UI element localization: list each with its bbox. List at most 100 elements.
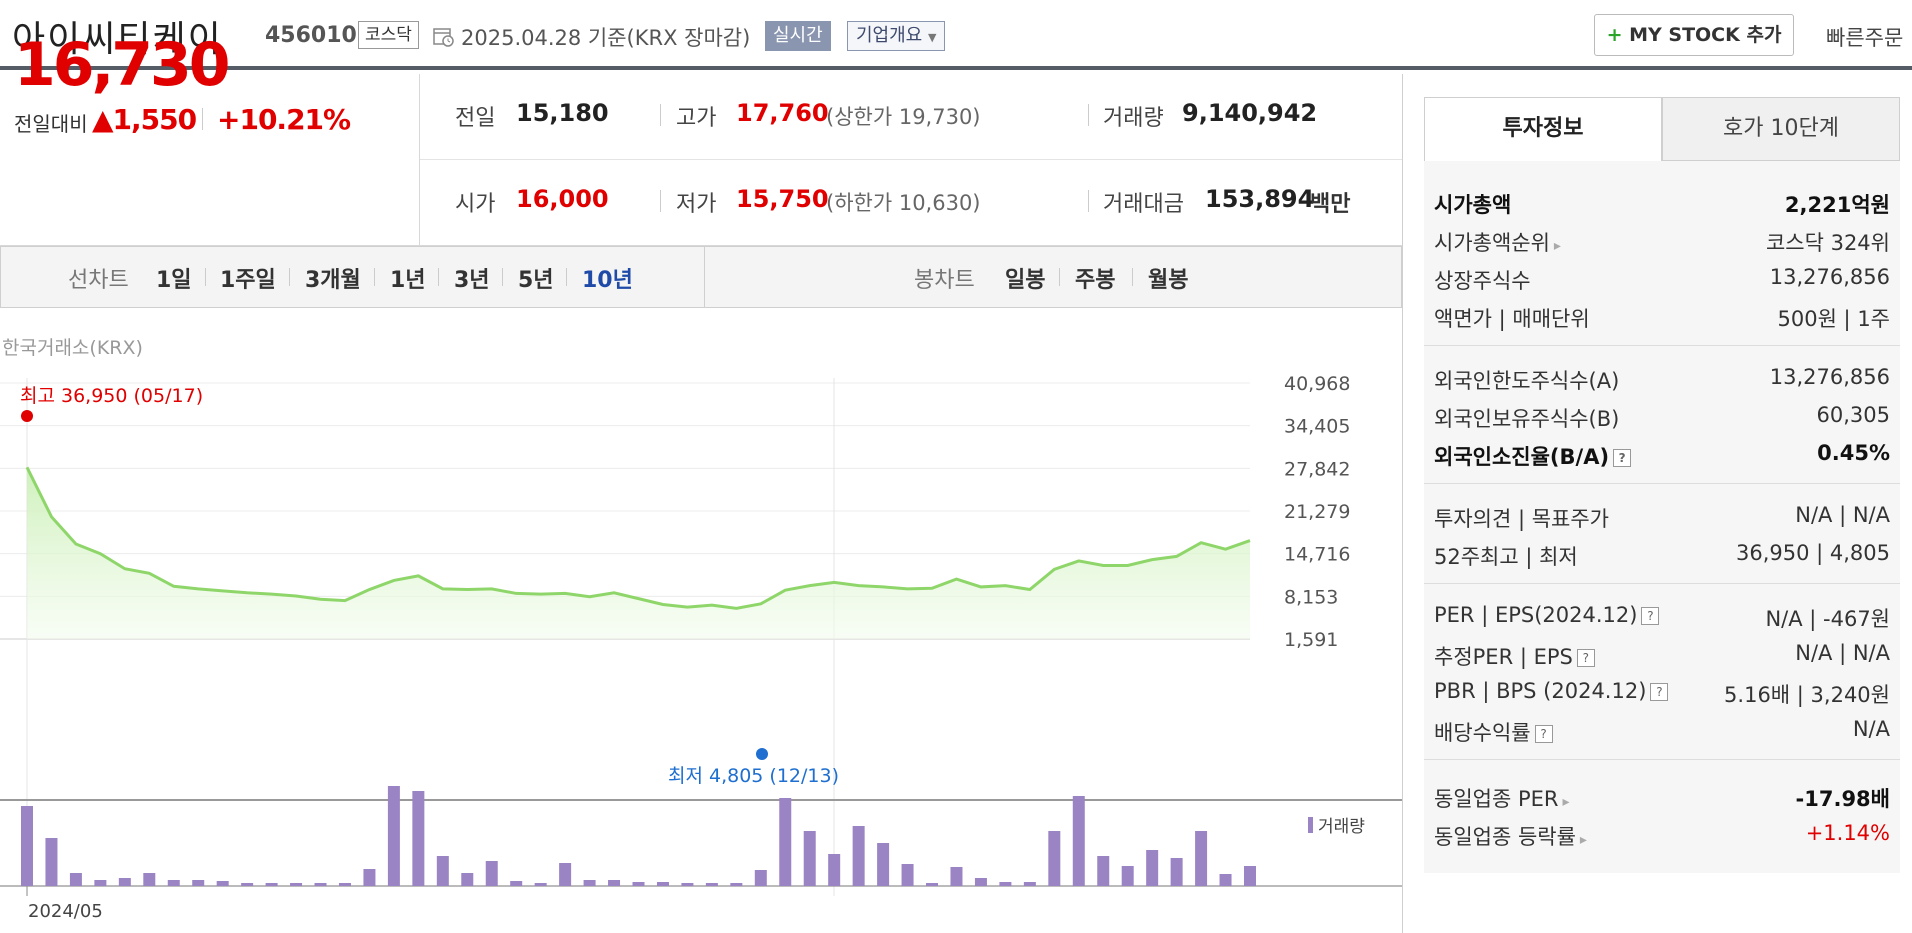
divider bbox=[374, 268, 375, 286]
info-row-sector-per[interactable]: 동일업종 PER ▸ -17.98배 bbox=[1424, 779, 1900, 815]
period-1y[interactable]: 1년 bbox=[390, 268, 426, 293]
info-label: 투자의견 | 목표주가 bbox=[1434, 507, 1609, 531]
info-value: +1.14% bbox=[1805, 821, 1890, 845]
volume-bar bbox=[632, 882, 645, 886]
divider bbox=[566, 268, 567, 286]
volume-bar bbox=[69, 873, 82, 886]
volume-bar bbox=[1048, 831, 1061, 886]
y-tick-label: 21,279 bbox=[1284, 501, 1350, 523]
stock-name: 아이씨티케이 bbox=[12, 19, 223, 60]
trade-amount-label: 거래대금 bbox=[1103, 192, 1184, 217]
period-5y[interactable]: 5년 bbox=[518, 268, 554, 293]
period-3m[interactable]: 3개월 bbox=[305, 268, 361, 293]
market-badge: 코스닥 bbox=[358, 21, 419, 49]
tab-order-book[interactable]: 호가 10단계 bbox=[1662, 97, 1900, 161]
volume-bar bbox=[387, 786, 400, 886]
chevron-right-icon: ▸ bbox=[1553, 238, 1561, 254]
volume-bar bbox=[45, 838, 58, 886]
info-row-listed-shares: 상장주식수 13,276,856 bbox=[1424, 261, 1900, 297]
divider bbox=[1424, 345, 1900, 346]
volume-bar bbox=[877, 843, 890, 886]
info-label: PBR | BPS (2024.12)? bbox=[1434, 679, 1669, 703]
divider bbox=[289, 268, 290, 286]
volume-bar bbox=[950, 867, 963, 886]
stock-header bbox=[0, 0, 1912, 70]
low-label: 저가 bbox=[676, 192, 717, 217]
info-row-sector-change[interactable]: 동일업종 등락률 ▸ +1.14% bbox=[1424, 817, 1900, 853]
info-value: 코스닥 324위 bbox=[1765, 231, 1890, 255]
period-3y[interactable]: 3년 bbox=[454, 268, 490, 293]
info-value: 60,305 bbox=[1816, 403, 1890, 427]
info-row-par-value: 액면가 | 매매단위 500원 | 1주 bbox=[1424, 299, 1900, 335]
add-my-stock-button[interactable]: + MY STOCK 추가 bbox=[1594, 14, 1794, 56]
volume-value: 9,140,942 bbox=[1182, 99, 1318, 127]
right-panel bbox=[1402, 74, 1912, 933]
volume-bar bbox=[290, 883, 303, 886]
info-value: N/A | N/A bbox=[1795, 641, 1890, 665]
period-10y[interactable]: 10년 bbox=[582, 268, 633, 293]
info-value: 0.45% bbox=[1817, 441, 1890, 465]
volume-bar bbox=[1219, 874, 1232, 886]
help-icon[interactable]: ? bbox=[1650, 683, 1669, 701]
change-label: 전일대비 bbox=[14, 112, 88, 136]
volume-bar bbox=[314, 883, 327, 886]
y-tick-label: 40,968 bbox=[1284, 373, 1350, 395]
info-label: 액면가 | 매매단위 bbox=[1434, 307, 1590, 331]
help-icon[interactable]: ? bbox=[1641, 607, 1660, 625]
volume-bar bbox=[705, 883, 718, 886]
price-box bbox=[0, 74, 420, 246]
caret-down-icon: ▼ bbox=[927, 31, 937, 44]
volume-bar bbox=[510, 881, 523, 886]
candle-daily[interactable]: 일봉 bbox=[1005, 268, 1046, 293]
info-value: -17.98배 bbox=[1795, 787, 1890, 811]
y-tick-label: 27,842 bbox=[1284, 458, 1350, 480]
realtime-button[interactable]: 실시간 bbox=[765, 21, 831, 51]
chevron-right-icon: ▸ bbox=[1562, 794, 1570, 810]
add-my-stock-label: MY STOCK 추가 bbox=[1629, 24, 1782, 46]
current-price: 16,730 bbox=[14, 30, 231, 100]
upper-limit: (상한가 19,730) bbox=[826, 105, 981, 129]
info-row-per-eps: PER | EPS(2024.12)? N/A | -467원 bbox=[1424, 599, 1900, 635]
volume-bar bbox=[1023, 882, 1036, 886]
tab-invest-info[interactable]: 투자정보 bbox=[1424, 97, 1662, 161]
help-icon[interactable]: ? bbox=[1534, 725, 1553, 743]
info-row-pbr-bps: PBR | BPS (2024.12)? 5.16배 | 3,240원 bbox=[1424, 675, 1900, 711]
base-date: 2025.04.28 기준(KRX 장마감) bbox=[461, 26, 751, 50]
divider bbox=[1424, 759, 1900, 760]
company-overview-label: 기업개요 bbox=[856, 25, 923, 46]
volume-legend: 거래량 bbox=[1318, 817, 1365, 837]
invest-info-panel: 시가총액 2,221억원 시가총액순위 ▸ 코스닥 324위 상장주식수 13,2… bbox=[1424, 161, 1900, 873]
candle-weekly[interactable]: 주봉 bbox=[1075, 268, 1116, 293]
open-value: 16,000 bbox=[516, 185, 609, 213]
quick-order-link[interactable]: 빠른주문 bbox=[1826, 26, 1904, 50]
candle-monthly[interactable]: 월봉 bbox=[1148, 268, 1189, 293]
volume-bar bbox=[926, 883, 939, 886]
volume-bar bbox=[118, 878, 131, 886]
price-chart[interactable]: 40,968 34,405 27,842 21,279 14,716 8,153 1,591… bbox=[0, 308, 1402, 933]
info-label: 시가총액순위 ▸ bbox=[1434, 231, 1561, 255]
period-1w[interactable]: 1주일 bbox=[220, 268, 276, 293]
volume-bar bbox=[1170, 858, 1183, 886]
volume-bar bbox=[1146, 850, 1159, 886]
help-icon[interactable]: ? bbox=[1576, 649, 1595, 667]
info-value: 2,221억원 bbox=[1784, 193, 1890, 217]
divider bbox=[205, 268, 206, 286]
divider bbox=[660, 104, 661, 126]
stock-code: 456010 bbox=[265, 23, 357, 48]
divider bbox=[1059, 268, 1060, 286]
y-tick-label: 14,716 bbox=[1284, 544, 1350, 566]
divider bbox=[1132, 268, 1133, 286]
period-1d[interactable]: 1일 bbox=[156, 268, 192, 293]
info-row-foreign-ratio: 외국인소진율(B/A)? 0.45% bbox=[1424, 437, 1900, 473]
help-icon[interactable]: ? bbox=[1613, 449, 1632, 467]
change-value: ▲1,550 bbox=[92, 103, 197, 136]
volume-bar bbox=[485, 861, 498, 886]
info-row-cap-rank[interactable]: 시가총액순위 ▸ 코스닥 324위 bbox=[1424, 223, 1900, 259]
y-tick-label: 8,153 bbox=[1284, 586, 1338, 608]
candle-chart-label: 봉차트 bbox=[914, 268, 975, 293]
info-row-52week: 52주최고 | 최저 36,950 | 4,805 bbox=[1424, 537, 1900, 573]
volume-bar bbox=[436, 856, 449, 886]
volume-bar bbox=[901, 864, 914, 886]
company-overview-dropdown[interactable]: 기업개요 ▼ bbox=[847, 21, 946, 51]
high-value: 17,760 bbox=[736, 99, 829, 127]
